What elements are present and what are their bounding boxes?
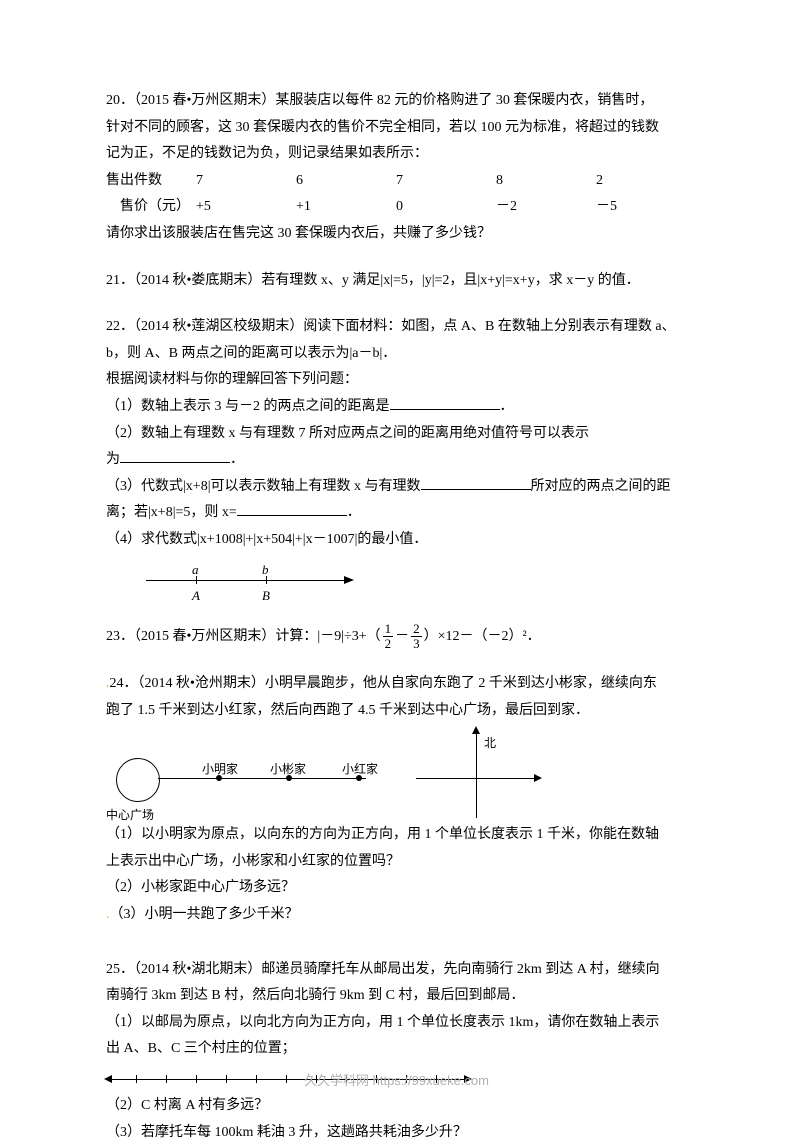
fraction: 23	[409, 622, 424, 652]
q-text: 为	[106, 452, 120, 467]
table-cell: 0	[396, 194, 496, 221]
text-line: 请你求出该服装店在售完这 30 套保暖内衣后，共赚了多少钱？	[106, 221, 687, 248]
table-cell: 售出件数	[106, 168, 196, 195]
problem-23: 23．（2015 春•万州区期末）计算：|－9|÷3+（12－23）×12－（－…	[106, 622, 687, 652]
text-line: 20．（2015 春•万州区期末）某服装店以每件 82 元的价格购进了 30 套…	[106, 88, 687, 115]
text-line: 21．（2014 秋•娄底期末）若有理数 x、y 满足|x|=5，|y|=2，且…	[106, 268, 687, 295]
question-line: 为．	[106, 447, 687, 474]
page-footer: 久久学科网 https://99xueke.com	[0, 1069, 793, 1094]
table-row: 售价（元） +5 +1 0 －2 －5	[106, 194, 687, 221]
text-line: （1）以小明家为原点，以向东的方向为正方向，用 1 个单位长度表示 1 千米，你…	[106, 822, 687, 849]
arrow-right-icon	[344, 576, 354, 584]
circle-icon	[116, 758, 160, 802]
point-label-a: a	[192, 558, 199, 583]
text-line: （2）C 村离 A 村有多远？	[106, 1093, 687, 1120]
problem-22: 22．（2014 秋•莲湖区校级期末）阅读下面材料：如图，点 A、B 在数轴上分…	[106, 314, 687, 601]
question-line: 离；若|x+8|=5，则 x= ．	[106, 500, 687, 527]
table-cell: －5	[596, 194, 676, 221]
table-cell: +5	[196, 194, 296, 221]
table-cell: 6	[296, 168, 396, 195]
label-xiaobin: 小彬家	[270, 758, 306, 781]
text-line: .（3）小明一共跑了多少千米？	[106, 902, 687, 929]
text-line: 出 A、B、C 三个村庄的位置；	[106, 1036, 687, 1063]
table-cell: +1	[296, 194, 396, 221]
text-line: （4）求代数式|x+1008|+|x+504|+|x－1007|的最小值．	[106, 527, 687, 554]
text-line: 22．（2014 秋•莲湖区校级期末）阅读下面材料：如图，点 A、B 在数轴上分…	[106, 314, 687, 341]
running-diagram: 小明家 小彬家 小红家 中心广场 北	[106, 728, 586, 818]
denominator: 3	[411, 637, 422, 651]
road-line	[158, 778, 366, 779]
table-cell: 2	[596, 168, 676, 195]
problem-25: 25．（2014 秋•湖北期末）邮递员骑摩托车从邮局出发，先向南骑行 2km 到…	[106, 957, 687, 1146]
q-text: 离；若|x+8|=5，则 x=	[106, 505, 237, 520]
text-line: 上表示出中心广场，小彬家和小红家的位置吗？	[106, 849, 687, 876]
table-row: 售出件数 7 6 7 8 2	[106, 168, 687, 195]
q-text: －	[395, 629, 409, 644]
q-text: （3）小明一共跑了多少千米？	[110, 907, 299, 922]
problem-20: 20．（2015 春•万州区期末）某服装店以每件 82 元的价格购进了 30 套…	[106, 88, 687, 248]
numerator: 1	[383, 622, 394, 637]
q-text: （1）数轴上表示 3 与－2 的两点之间的距离是	[106, 399, 390, 414]
q-text: （3）代数式|x+8|可以表示数轴上有理数 x 与有理数	[106, 479, 421, 494]
denominator: 2	[383, 637, 394, 651]
text-line: 针对不同的顾客，这 30 套保暖内衣的售价不完全相同，若以 100 元为标准，将…	[106, 115, 687, 142]
text-line: 记为正，不足的钱数记为负，则记录结果如表所示：	[106, 141, 687, 168]
text-line: 南骑行 3km 到达 B 村，然后向北骑行 9km 到 C 村，最后回到邮局．	[106, 983, 687, 1010]
arrow-up-icon	[472, 726, 480, 734]
text-line: （3）若摩托车每 100km 耗油 3 升，这趟路共耗油多少升？	[106, 1120, 687, 1146]
table-cell: 8	[496, 168, 596, 195]
table-cell: －2	[496, 194, 596, 221]
table-cell: 售价（元）	[106, 194, 196, 221]
q-end: ．	[230, 452, 244, 467]
answer-blank[interactable]	[237, 502, 347, 516]
text-line: 23．（2015 春•万州区期末）计算：|－9|÷3+（12－23）×12－（－…	[106, 622, 687, 652]
text-line: 跑了 1.5 千米到达小红家，然后向西跑了 4.5 千米到达中心广场，最后回到家…	[106, 698, 687, 725]
q-end: ．	[500, 399, 514, 414]
text-line: 根据阅读材料与你的理解回答下列问题：	[106, 367, 687, 394]
table-cell: 7	[396, 168, 496, 195]
point-label-A: A	[192, 584, 200, 609]
point-label-b: b	[262, 558, 269, 583]
label-xiaoming: 小明家	[202, 758, 238, 781]
q-text: 24．（2014 秋•沧州期末）小明早晨跑步，他从自家向东跑了 2 千米到达小彬…	[110, 676, 657, 691]
question-line: （1）数轴上表示 3 与－2 的两点之间的距离是 ．	[106, 394, 687, 421]
text-line: .24．（2014 秋•沧州期末）小明早晨跑步，他从自家向东跑了 2 千米到达小…	[106, 671, 687, 698]
arrow-right-icon	[534, 774, 542, 782]
axis-line	[146, 580, 346, 581]
label-xiaohong: 小红家	[342, 758, 378, 781]
text-line: （1）以邮局为原点，以向北方向为正方向，用 1 个单位长度表示 1km，请你在数…	[106, 1010, 687, 1037]
compass-hline	[416, 778, 536, 779]
answer-blank[interactable]	[421, 476, 531, 490]
text-line: b，则 A、B 两点之间的距离可以表示为|a－b|．	[106, 341, 687, 368]
fraction: 12	[381, 622, 396, 652]
numberline-diagram: a b A B	[146, 558, 366, 602]
label-north: 北	[484, 732, 496, 755]
q-text: 23．（2015 春•万州区期末）计算：|－9|÷3+（	[106, 629, 381, 644]
text-line: （2）小彬家距中心广场多远？	[106, 875, 687, 902]
label-square: 中心广场	[106, 804, 154, 827]
question-line: （3）代数式|x+8|可以表示数轴上有理数 x 与有理数 所对应的两点之间的距	[106, 474, 687, 501]
answer-blank[interactable]	[390, 396, 500, 410]
q-end: ．	[347, 505, 361, 520]
text-line: （2）数轴上有理数 x 与有理数 7 所对应两点之间的距离用绝对值符号可以表示	[106, 421, 687, 448]
text-line: 25．（2014 秋•湖北期末）邮递员骑摩托车从邮局出发，先向南骑行 2km 到…	[106, 957, 687, 984]
problem-24: .24．（2014 秋•沧州期末）小明早晨跑步，他从自家向东跑了 2 千米到达小…	[106, 671, 687, 929]
table-cell: 7	[196, 168, 296, 195]
compass-vline	[476, 728, 477, 818]
q-text: ）×12－（－2）²．	[424, 629, 541, 644]
numerator: 2	[411, 622, 422, 637]
point-label-B: B	[262, 584, 270, 609]
problem-21: 21．（2014 秋•娄底期末）若有理数 x、y 满足|x|=5，|y|=2，且…	[106, 268, 687, 295]
answer-blank[interactable]	[120, 449, 230, 463]
q-text: 所对应的两点之间的距	[531, 479, 671, 494]
